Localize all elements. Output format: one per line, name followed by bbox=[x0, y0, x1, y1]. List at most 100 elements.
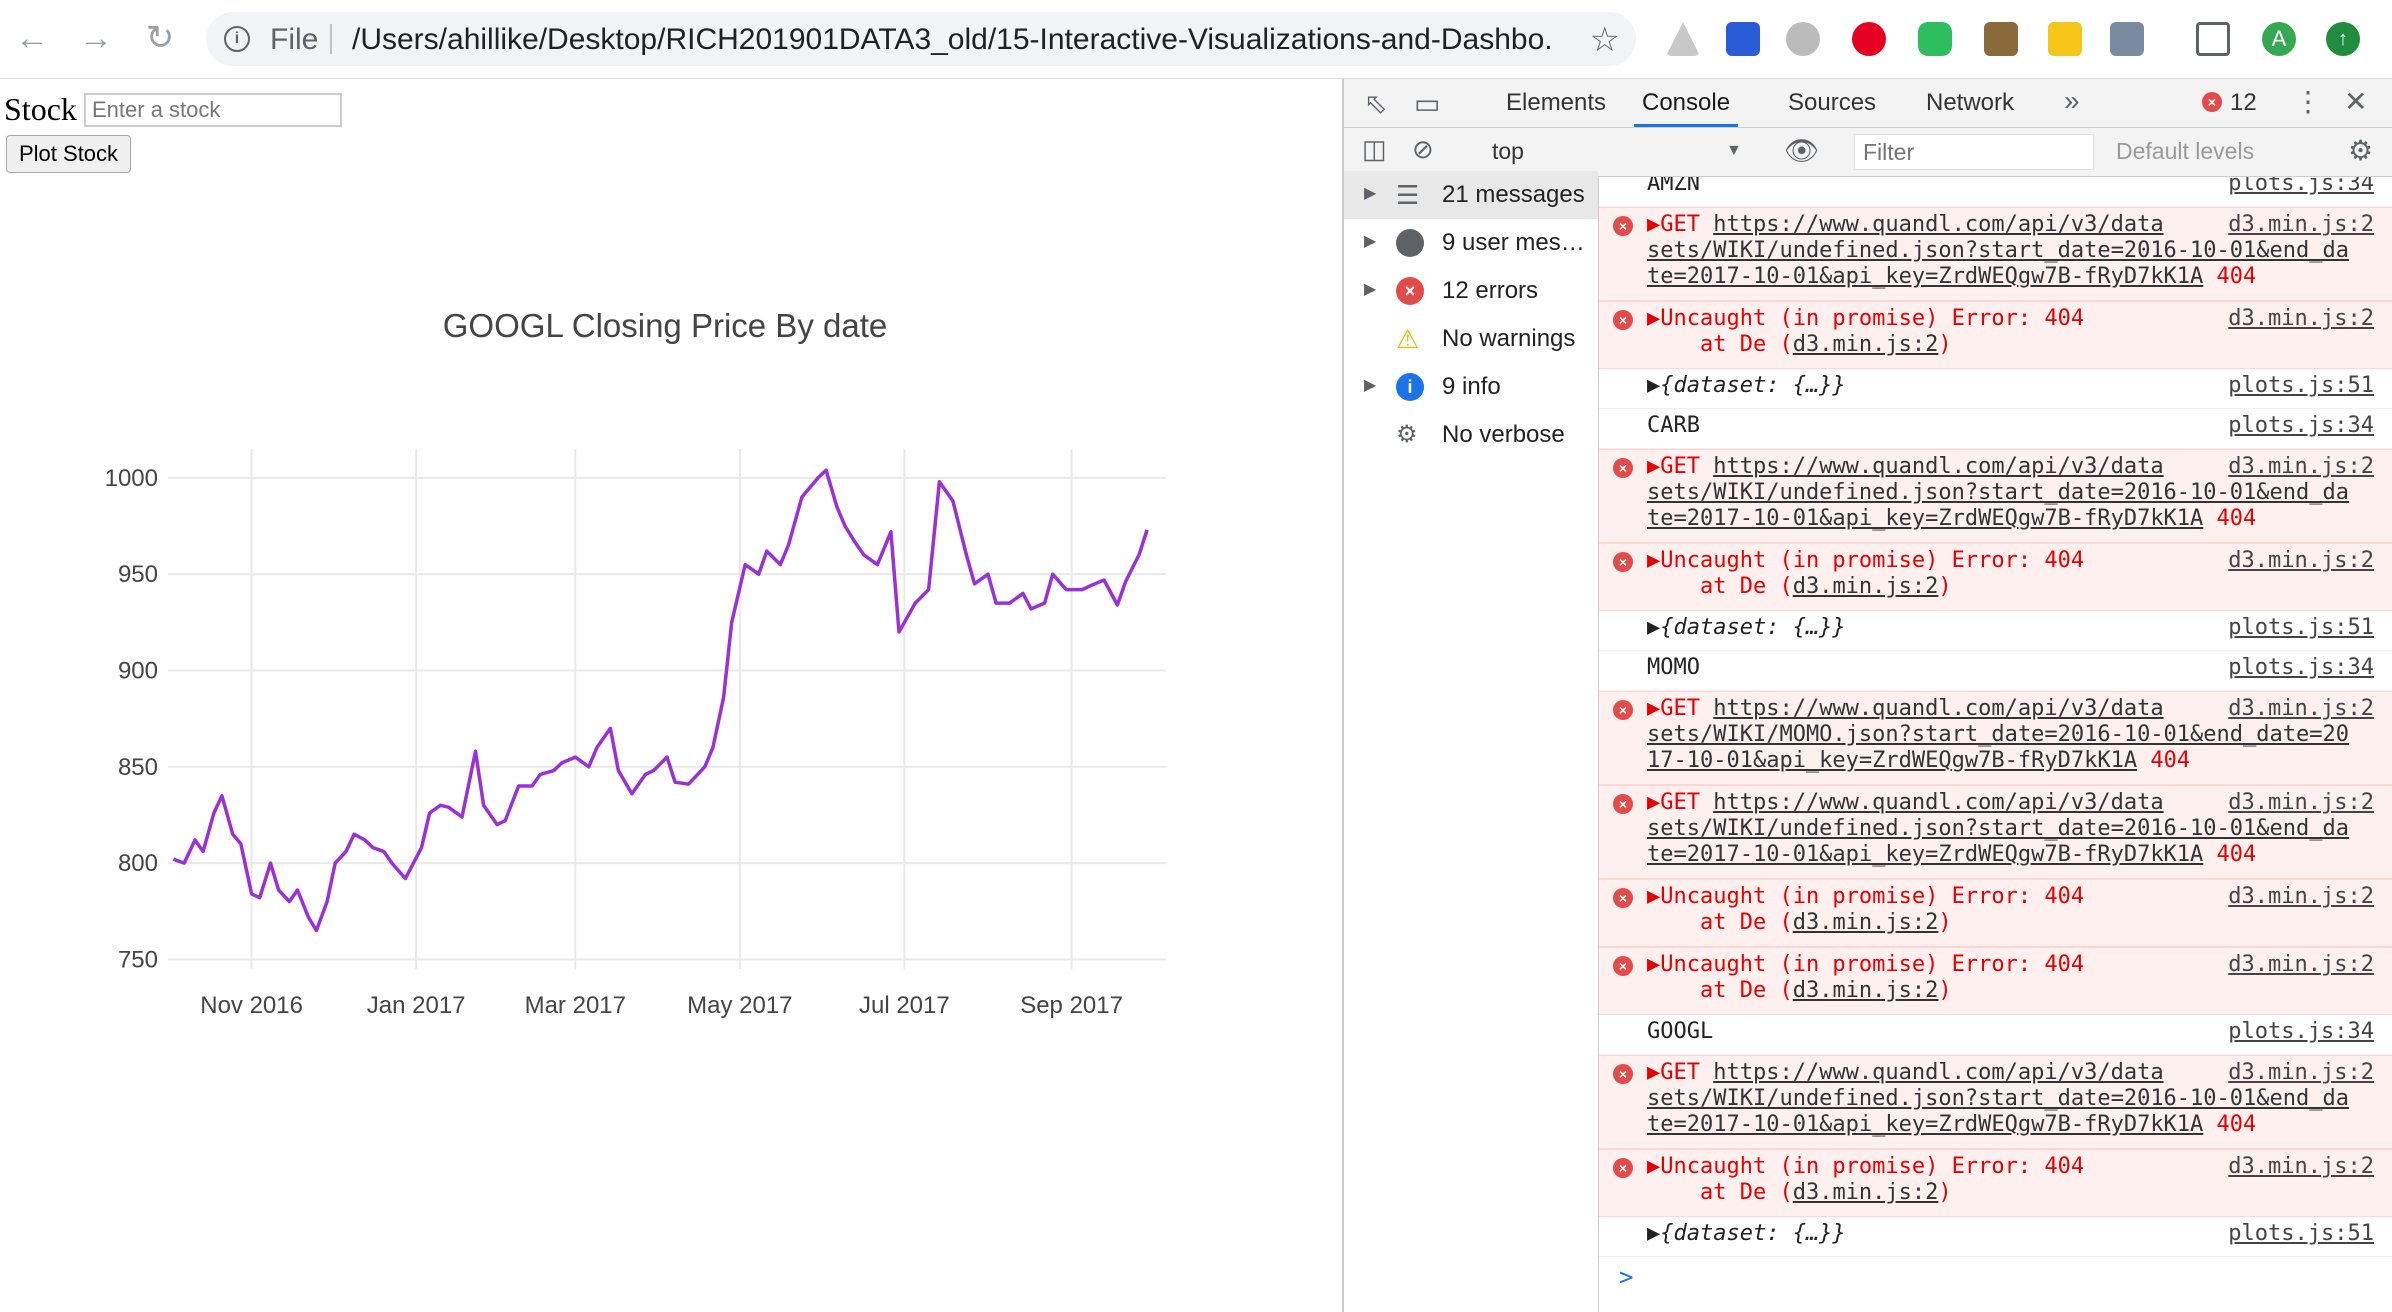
more-tabs-icon[interactable]: » bbox=[2064, 85, 2080, 116]
stock-label: Stock bbox=[4, 91, 77, 127]
tab-sources[interactable]: Sources bbox=[1788, 89, 1877, 116]
extension-icon[interactable] bbox=[1984, 22, 2018, 56]
device-toolbar-icon[interactable]: ▭ bbox=[1414, 88, 1441, 119]
context-selector[interactable]: top bbox=[1492, 138, 1524, 164]
sidebar-item-warning[interactable]: ⚠ No warnings bbox=[1344, 315, 1598, 363]
source-link[interactable]: d3.min.js:2 bbox=[2228, 454, 2374, 479]
clear-console-icon[interactable]: ⊘ bbox=[1412, 134, 1434, 164]
console-message-text: CARB bbox=[1647, 413, 1700, 438]
expand-triangle-icon[interactable]: ▶ bbox=[1364, 185, 1377, 202]
source-link[interactable]: d3.min.js:2 bbox=[2228, 790, 2374, 815]
source-link[interactable]: d3.min.js:2 bbox=[2228, 1060, 2374, 1085]
console-error-message[interactable]: × ▶Uncaught (in promise) Error: 404 at De… bbox=[1599, 543, 2392, 611]
error-icon: × bbox=[1613, 888, 1633, 908]
plot-stock-button[interactable]: Plot Stock bbox=[6, 135, 132, 173]
live-expression-eye-icon[interactable]: 👁 bbox=[1784, 135, 1820, 166]
console-message-text: ▶{dataset: {…}} bbox=[1647, 373, 1846, 398]
sidebar-item-error[interactable]: ▶ × 12 errors bbox=[1344, 267, 1598, 315]
console-log-message[interactable]: CARB plots.js:34 bbox=[1599, 409, 2392, 449]
source-link[interactable]: plots.js:34 bbox=[2228, 413, 2374, 438]
source-link[interactable]: d3.min.js:2 bbox=[2228, 548, 2374, 573]
page-content: Stock Plot Stock GOOGL Closing Price By … bbox=[0, 79, 1342, 1312]
info-icon[interactable]: i bbox=[224, 26, 250, 52]
profile-avatar[interactable]: A bbox=[2262, 22, 2296, 56]
kebab-menu-icon[interactable]: ⋮ bbox=[2294, 86, 2322, 117]
source-link[interactable]: d3.min.js:2 bbox=[2228, 212, 2374, 237]
source-link[interactable]: plots.js:34 bbox=[2228, 655, 2374, 680]
source-link[interactable]: plots.js:34 bbox=[2228, 177, 2374, 196]
warning-icon: ⚠ bbox=[1396, 324, 1420, 354]
console-error-message[interactable]: × ▶GET https://www.quandl.com/api/v3/data… bbox=[1599, 691, 2392, 785]
console-error-message[interactable]: × ▶Uncaught (in promise) Error: 404 at De… bbox=[1599, 301, 2392, 369]
evernote-icon[interactable] bbox=[1918, 22, 1952, 56]
console-message-text: ▶GET https://www.quandl.com/api/v3/data … bbox=[1647, 1060, 2349, 1137]
console-error-message[interactable]: × ▶GET https://www.quandl.com/api/v3/data… bbox=[1599, 785, 2392, 879]
y-tick-label: 750 bbox=[118, 946, 158, 973]
source-link[interactable]: plots.js:34 bbox=[2228, 1019, 2374, 1044]
console-message-text: ▶Uncaught (in promise) Error: 404 at De … bbox=[1647, 952, 2085, 1003]
source-link[interactable]: d3.min.js:2 bbox=[2228, 1154, 2374, 1179]
x-tick-label: Sep 2017 bbox=[1020, 992, 1123, 1019]
address-bar[interactable]: i File /Users/ahillike/Desktop/RICH20190… bbox=[206, 12, 1636, 66]
update-icon[interactable]: ↑ bbox=[2326, 22, 2360, 56]
console-error-message[interactable]: × ▶GET https://www.quandl.com/api/v3/data… bbox=[1599, 1055, 2392, 1149]
tab-network[interactable]: Network bbox=[1926, 89, 2015, 116]
bookmark-extension-icon[interactable] bbox=[1726, 22, 1760, 56]
bookmark-star-icon[interactable]: ☆ bbox=[1589, 21, 1620, 59]
forward-arrow-icon[interactable]: → bbox=[79, 19, 113, 57]
error-count-icon: × bbox=[2202, 92, 2222, 112]
console-error-message[interactable]: × ▶Uncaught (in promise) Error: 404 at De… bbox=[1599, 947, 2392, 1015]
console-log-message[interactable]: GOOGL plots.js:34 bbox=[1599, 1015, 2392, 1055]
console-message-text: ▶{dataset: {…}} bbox=[1647, 615, 1846, 640]
inspect-element-icon[interactable]: ⬁ bbox=[1364, 88, 1388, 119]
sidebar-item-list[interactable]: ▶ ☰ 21 messages bbox=[1344, 171, 1598, 219]
sidebar-toggle-icon[interactable]: ◫ bbox=[1362, 134, 1387, 164]
close-devtools-icon[interactable]: ✕ bbox=[2344, 86, 2368, 117]
log-levels-dropdown[interactable]: Default levels bbox=[2116, 138, 2255, 164]
console-error-message[interactable]: × ▶GET https://www.quandl.com/api/v3/data… bbox=[1599, 449, 2392, 543]
console-log-message[interactable]: ▶{dataset: {…}} plots.js:51 bbox=[1599, 1217, 2392, 1257]
cast-icon[interactable] bbox=[2196, 22, 2230, 56]
info-icon: i bbox=[1396, 373, 1424, 401]
source-link[interactable]: plots.js:51 bbox=[2228, 615, 2374, 640]
expand-triangle-icon[interactable]: ▶ bbox=[1364, 233, 1377, 250]
source-link[interactable]: d3.min.js:2 bbox=[2228, 952, 2374, 977]
sidebar-item-bug[interactable]: ⚙ No verbose bbox=[1344, 411, 1598, 459]
expand-triangle-icon[interactable]: ▶ bbox=[1364, 377, 1377, 394]
source-link[interactable]: d3.min.js:2 bbox=[2228, 306, 2374, 331]
console-error-message[interactable]: × ▶Uncaught (in promise) Error: 404 at De… bbox=[1599, 879, 2392, 947]
books-extension-icon[interactable] bbox=[2110, 22, 2144, 56]
sidebar-item-info[interactable]: ▶ i 9 info bbox=[1344, 363, 1598, 411]
chevron-down-icon[interactable]: ▼ bbox=[1726, 142, 1742, 159]
user-icon bbox=[1396, 229, 1424, 257]
sticky-note-extension-icon[interactable] bbox=[2048, 22, 2082, 56]
url-text[interactable]: /Users/ahillike/Desktop/RICH201901DATA3_… bbox=[352, 23, 1552, 56]
settings-gear-icon[interactable]: ⚙ bbox=[2348, 135, 2374, 166]
back-arrow-icon[interactable]: ← bbox=[15, 19, 49, 57]
console-error-message[interactable]: × ▶GET https://www.quandl.com/api/v3/data… bbox=[1599, 207, 2392, 301]
expand-triangle-icon[interactable]: ▶ bbox=[1364, 281, 1377, 298]
console-log-message[interactable]: AMZN plots.js:34 bbox=[1599, 177, 2392, 207]
console-error-message[interactable]: × ▶Uncaught (in promise) Error: 404 at De… bbox=[1599, 1149, 2392, 1217]
source-link[interactable]: d3.min.js:2 bbox=[2228, 884, 2374, 909]
error-count[interactable]: 12 bbox=[2230, 89, 2257, 116]
source-link[interactable]: plots.js:51 bbox=[2228, 373, 2374, 398]
source-link[interactable]: plots.js:51 bbox=[2228, 1221, 2374, 1246]
tab-elements[interactable]: Elements bbox=[1506, 89, 1607, 116]
source-link[interactable]: d3.min.js:2 bbox=[2228, 696, 2374, 721]
stock-input[interactable] bbox=[84, 93, 342, 127]
sidebar-item-user[interactable]: ▶ 9 user mes… bbox=[1344, 219, 1598, 267]
error-icon: × bbox=[1613, 1064, 1633, 1084]
console-prompt[interactable]: > bbox=[1619, 1263, 1634, 1291]
console-filter-input[interactable] bbox=[1854, 134, 2094, 170]
console-log-message[interactable]: ▶{dataset: {…}} plots.js:51 bbox=[1599, 369, 2392, 409]
circle-extension-icon[interactable] bbox=[1786, 22, 1820, 56]
tab-console[interactable]: Console bbox=[1634, 79, 1739, 127]
bug-icon: ⚙ bbox=[1396, 421, 1418, 448]
drive-extension-icon[interactable] bbox=[1666, 22, 1700, 56]
console-log-message[interactable]: MOMO plots.js:34 bbox=[1599, 651, 2392, 691]
reload-icon[interactable]: ↻ bbox=[145, 19, 175, 57]
pinterest-icon[interactable] bbox=[1852, 22, 1886, 56]
sidebar-item-label: No verbose bbox=[1442, 421, 1565, 448]
console-log-message[interactable]: ▶{dataset: {…}} plots.js:51 bbox=[1599, 611, 2392, 651]
